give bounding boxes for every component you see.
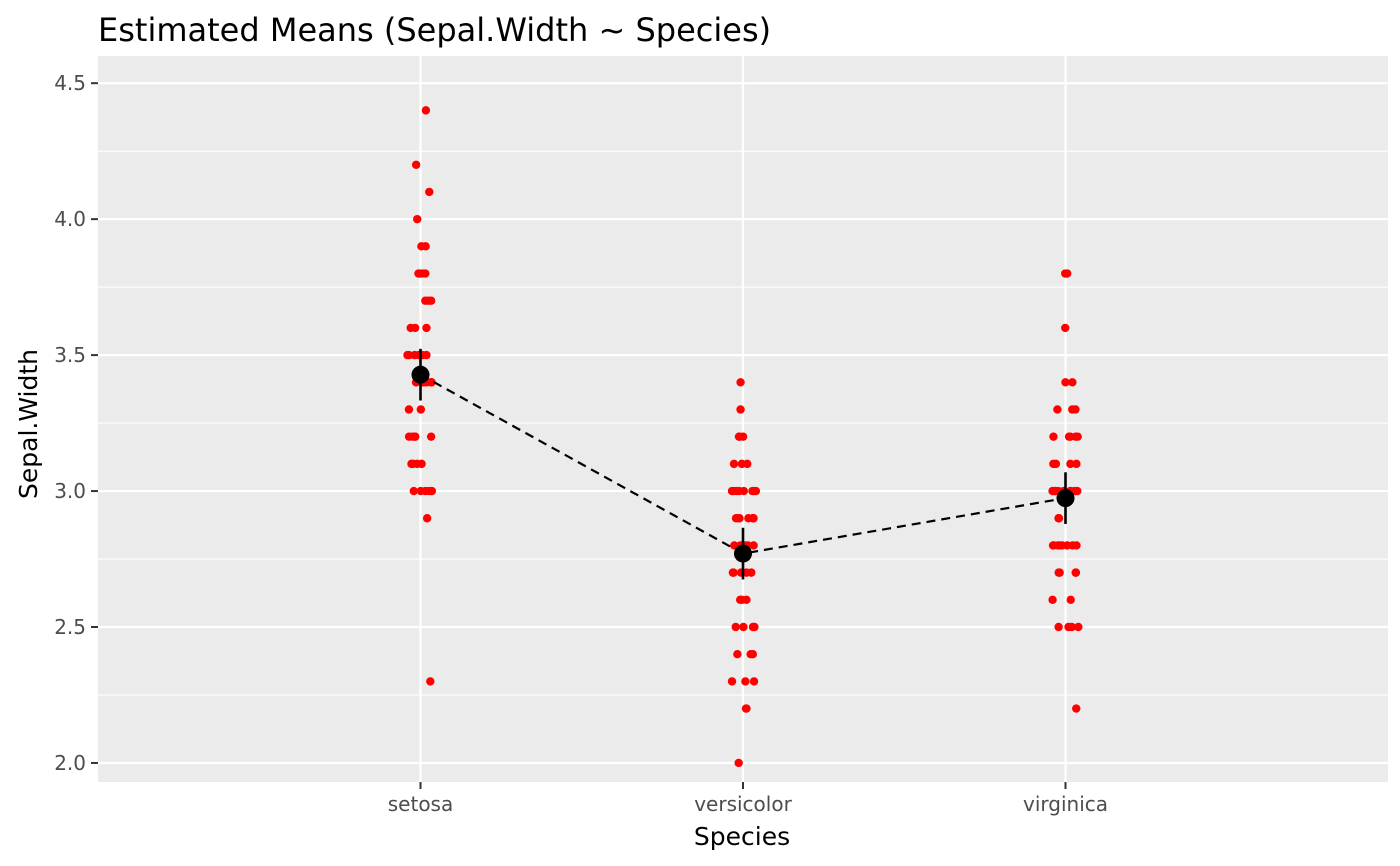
observation-point bbox=[749, 486, 759, 496]
observation-point bbox=[734, 514, 743, 523]
observation-point bbox=[1071, 568, 1080, 577]
observation-point bbox=[416, 405, 426, 414]
observation-point bbox=[1049, 432, 1058, 441]
observation-point bbox=[1072, 459, 1081, 469]
observation-point bbox=[749, 677, 759, 686]
observation-point bbox=[748, 514, 758, 523]
observation-point bbox=[408, 432, 417, 441]
observation-point bbox=[422, 350, 431, 360]
observation-point bbox=[1054, 568, 1063, 577]
observation-point bbox=[421, 242, 430, 251]
observation-point bbox=[1051, 486, 1060, 496]
observation-point bbox=[407, 459, 416, 469]
observation-point bbox=[729, 459, 739, 469]
observation-point bbox=[413, 214, 422, 224]
observation-point bbox=[748, 650, 758, 659]
observation-point bbox=[1061, 378, 1070, 387]
observation-point bbox=[1071, 405, 1080, 414]
observation-point bbox=[1074, 622, 1083, 632]
observation-point bbox=[1053, 405, 1062, 414]
observation-point bbox=[1048, 595, 1057, 605]
mean-point bbox=[411, 365, 430, 384]
y-tick-label: 3.5 bbox=[54, 343, 86, 367]
observation-point bbox=[737, 459, 747, 469]
y-tick-label: 3.0 bbox=[54, 479, 86, 503]
observation-point bbox=[414, 269, 423, 278]
observation-point bbox=[739, 622, 748, 632]
x-tick-label: setosa bbox=[388, 792, 453, 816]
observation-point bbox=[1054, 514, 1063, 523]
observation-point bbox=[733, 650, 742, 659]
observation-point bbox=[425, 187, 434, 197]
y-tick-label: 4.0 bbox=[54, 207, 86, 231]
observation-point bbox=[1073, 486, 1082, 496]
observation-point bbox=[1068, 378, 1077, 387]
observation-point bbox=[1051, 459, 1061, 469]
observation-point bbox=[748, 622, 758, 632]
observation-point bbox=[736, 378, 745, 387]
x-axis-title: Species bbox=[694, 822, 790, 851]
observation-point bbox=[426, 296, 436, 305]
observation-point bbox=[410, 323, 420, 333]
observation-point bbox=[736, 405, 745, 414]
y-tick-label: 2.5 bbox=[54, 615, 86, 639]
observation-point bbox=[749, 541, 758, 550]
observation-point bbox=[426, 432, 436, 441]
mean-point bbox=[1056, 489, 1075, 508]
observation-point bbox=[1064, 432, 1074, 441]
plot-panel bbox=[98, 56, 1388, 782]
observation-point bbox=[731, 622, 740, 632]
observation-point bbox=[1072, 704, 1081, 713]
observation-point bbox=[1054, 622, 1063, 632]
observation-point bbox=[1061, 323, 1070, 333]
observation-point bbox=[741, 677, 750, 686]
x-tick-label: versicolor bbox=[694, 792, 792, 816]
observation-point bbox=[747, 568, 756, 577]
observation-point bbox=[426, 677, 435, 686]
chart-title: Estimated Means (Sepal.Width ~ Species) bbox=[98, 11, 771, 49]
observation-point bbox=[729, 568, 738, 577]
observation-point bbox=[421, 106, 431, 115]
y-axis-title: Sepal.Width bbox=[14, 349, 43, 499]
y-tick-label: 4.5 bbox=[54, 71, 86, 95]
observation-point bbox=[1062, 269, 1072, 278]
observation-point bbox=[1049, 541, 1059, 550]
observation-point bbox=[427, 378, 436, 387]
observation-point bbox=[422, 514, 432, 523]
mean-point bbox=[734, 544, 752, 563]
observation-point bbox=[729, 486, 738, 496]
observation-point bbox=[737, 595, 747, 605]
y-tick-label: 2.0 bbox=[54, 751, 86, 775]
observation-point bbox=[1066, 595, 1075, 605]
observation-point bbox=[1073, 432, 1082, 441]
data-marks bbox=[403, 106, 1083, 768]
observation-point bbox=[727, 677, 737, 686]
observation-point bbox=[404, 405, 414, 414]
axis-ticks: 2.0 2.5 3.0 3.5 4.0 4.5 setosa versicolor virgin… bbox=[54, 71, 1108, 816]
observation-point bbox=[734, 758, 743, 768]
observation-point bbox=[410, 350, 419, 360]
observation-point bbox=[427, 486, 437, 496]
x-tick-label: virginica bbox=[1023, 792, 1108, 816]
observation-point bbox=[409, 486, 418, 496]
observation-point bbox=[1066, 459, 1075, 469]
observation-point bbox=[742, 704, 751, 713]
observation-point bbox=[411, 160, 421, 169]
observation-point bbox=[1068, 541, 1077, 550]
observation-point bbox=[422, 323, 431, 333]
observation-point bbox=[1067, 622, 1076, 632]
observation-point bbox=[738, 432, 748, 441]
observation-point bbox=[416, 486, 425, 496]
